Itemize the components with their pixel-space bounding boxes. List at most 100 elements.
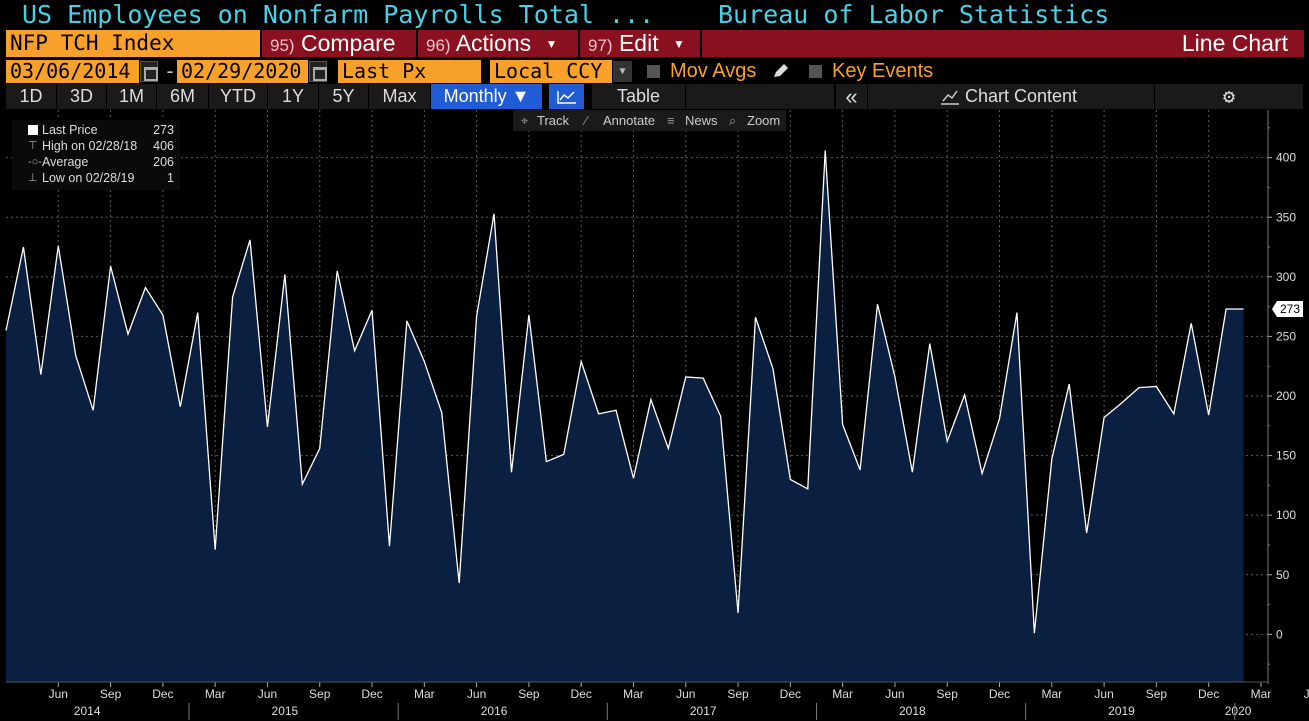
data-point bbox=[109, 265, 112, 268]
price-field-select[interactable]: Last Px bbox=[338, 60, 481, 83]
key-events-label[interactable]: Key Events bbox=[832, 60, 934, 82]
data-point bbox=[1085, 532, 1088, 535]
data-point bbox=[876, 303, 879, 306]
period-bar: 1D 3D 1M 6M YTD 1Y 5Y Max Monthly ▼ Tabl… bbox=[0, 84, 1309, 110]
data-point bbox=[318, 447, 321, 450]
x-tick-label: Sep bbox=[518, 687, 540, 701]
data-point bbox=[1033, 632, 1036, 635]
start-date-input[interactable]: 03/06/2014 bbox=[6, 60, 139, 83]
data-point bbox=[946, 440, 949, 443]
compare-shortcut: 95) bbox=[270, 36, 295, 55]
actions-shortcut: 96) bbox=[426, 36, 451, 55]
data-point bbox=[1120, 402, 1123, 405]
zoom-tool[interactable]: Zoom bbox=[747, 113, 781, 128]
data-point bbox=[667, 447, 670, 450]
calendar-icon[interactable] bbox=[309, 61, 327, 82]
period-ytd-button[interactable]: YTD bbox=[209, 84, 267, 109]
period-3d-button[interactable]: 3D bbox=[57, 84, 106, 109]
y-tick-label: 100 bbox=[1276, 508, 1296, 522]
x-tick-label: Jun bbox=[1094, 687, 1113, 701]
table-button[interactable]: Table bbox=[592, 84, 685, 109]
edit-button[interactable]: 97) Edit ▼ bbox=[580, 30, 700, 57]
news-tool[interactable]: News bbox=[685, 113, 718, 128]
data-point bbox=[336, 269, 339, 272]
chevron-down-icon[interactable]: ▼ bbox=[613, 61, 632, 82]
data-point bbox=[92, 409, 95, 412]
data-point bbox=[266, 425, 269, 428]
data-point bbox=[493, 212, 496, 215]
annotate-icon: ∕ bbox=[585, 113, 588, 128]
crosshair-icon: ⌖ bbox=[521, 113, 529, 128]
chart-content-button[interactable]: Chart Content bbox=[868, 84, 1154, 109]
x-year-label: 2020 bbox=[1225, 704, 1252, 718]
y-tick-label: 400 bbox=[1276, 151, 1296, 165]
frequency-select[interactable]: Monthly ▼ bbox=[431, 84, 542, 109]
data-point bbox=[179, 405, 182, 408]
data-point bbox=[632, 477, 635, 480]
compare-button[interactable]: 95) Compare bbox=[262, 30, 416, 57]
period-5y-button[interactable]: 5Y bbox=[319, 84, 368, 109]
period-6m-button[interactable]: 6M bbox=[157, 84, 208, 109]
actions-label: Actions bbox=[455, 30, 532, 56]
date-separator: - bbox=[164, 59, 177, 83]
data-point bbox=[562, 453, 565, 456]
actions-button[interactable]: 96) Actions ▼ bbox=[418, 30, 578, 57]
y-tick-label: 350 bbox=[1276, 210, 1296, 224]
x-tick-label: Mar bbox=[832, 687, 853, 701]
data-point bbox=[440, 411, 443, 414]
y-tick-label: 50 bbox=[1276, 568, 1290, 582]
y-tick-label: 150 bbox=[1276, 449, 1296, 463]
x-tick-label: Dec bbox=[989, 687, 1010, 701]
data-point bbox=[161, 313, 164, 316]
x-tick-label: Mar bbox=[414, 687, 435, 701]
data-point bbox=[754, 316, 757, 319]
ticker-field[interactable]: NFP TCH Index bbox=[6, 30, 260, 57]
period-1d-button[interactable]: 1D bbox=[6, 84, 56, 109]
data-point bbox=[475, 315, 478, 318]
calendar-icon[interactable] bbox=[140, 61, 158, 82]
annotate-tool[interactable]: Annotate bbox=[603, 113, 656, 128]
period-1y-button[interactable]: 1Y bbox=[268, 84, 318, 109]
data-point bbox=[893, 375, 896, 378]
data-point bbox=[353, 349, 356, 352]
x-tick-label: Mar bbox=[1041, 687, 1062, 701]
x-tick-label: Sep bbox=[309, 687, 331, 701]
x-tick-label: Dec bbox=[780, 687, 801, 701]
data-point bbox=[371, 309, 374, 312]
data-point bbox=[5, 329, 8, 332]
data-point bbox=[615, 409, 618, 412]
x-tick-label: Mar bbox=[205, 687, 226, 701]
track-tool[interactable]: Track bbox=[537, 113, 570, 128]
data-point bbox=[388, 545, 391, 548]
legend-label: Average bbox=[42, 155, 89, 169]
x-year-label: 2014 bbox=[74, 704, 101, 718]
period-1m-button[interactable]: 1M bbox=[107, 84, 156, 109]
last-value-label: 273 bbox=[1280, 302, 1300, 316]
chevron-down-icon: ▼ bbox=[545, 37, 558, 52]
data-point bbox=[771, 367, 774, 370]
x-year-label: 2015 bbox=[272, 704, 299, 718]
mov-avgs-label[interactable]: Mov Avgs bbox=[670, 60, 757, 82]
data-point bbox=[22, 246, 25, 249]
x-year-label: 2018 bbox=[899, 704, 926, 718]
chart-type-selector[interactable]: Line Chart bbox=[702, 30, 1304, 57]
currency-select[interactable]: Local CCY bbox=[490, 60, 612, 83]
collapse-button[interactable]: « bbox=[836, 84, 867, 109]
data-point bbox=[405, 319, 408, 322]
settings-button[interactable]: ⚙ bbox=[1155, 84, 1303, 109]
data-point bbox=[231, 296, 234, 299]
x-year-label: 2017 bbox=[690, 704, 717, 718]
chart-type-label: Line Chart bbox=[1181, 30, 1288, 56]
legend-last-price[interactable]: Last Price 273 bbox=[12, 122, 180, 138]
line-chart-toggle[interactable] bbox=[549, 84, 584, 109]
end-date-input[interactable]: 02/29/2020 bbox=[177, 60, 308, 83]
x-tick-label: Mar bbox=[623, 687, 644, 701]
mov-avgs-checkbox[interactable] bbox=[647, 65, 660, 78]
period-max-button[interactable]: Max bbox=[369, 84, 430, 109]
pencil-icon[interactable] bbox=[772, 63, 790, 79]
data-point bbox=[527, 313, 530, 316]
key-events-checkbox[interactable] bbox=[809, 65, 822, 78]
data-point bbox=[249, 238, 252, 241]
x-tick-label: Sep bbox=[100, 687, 122, 701]
